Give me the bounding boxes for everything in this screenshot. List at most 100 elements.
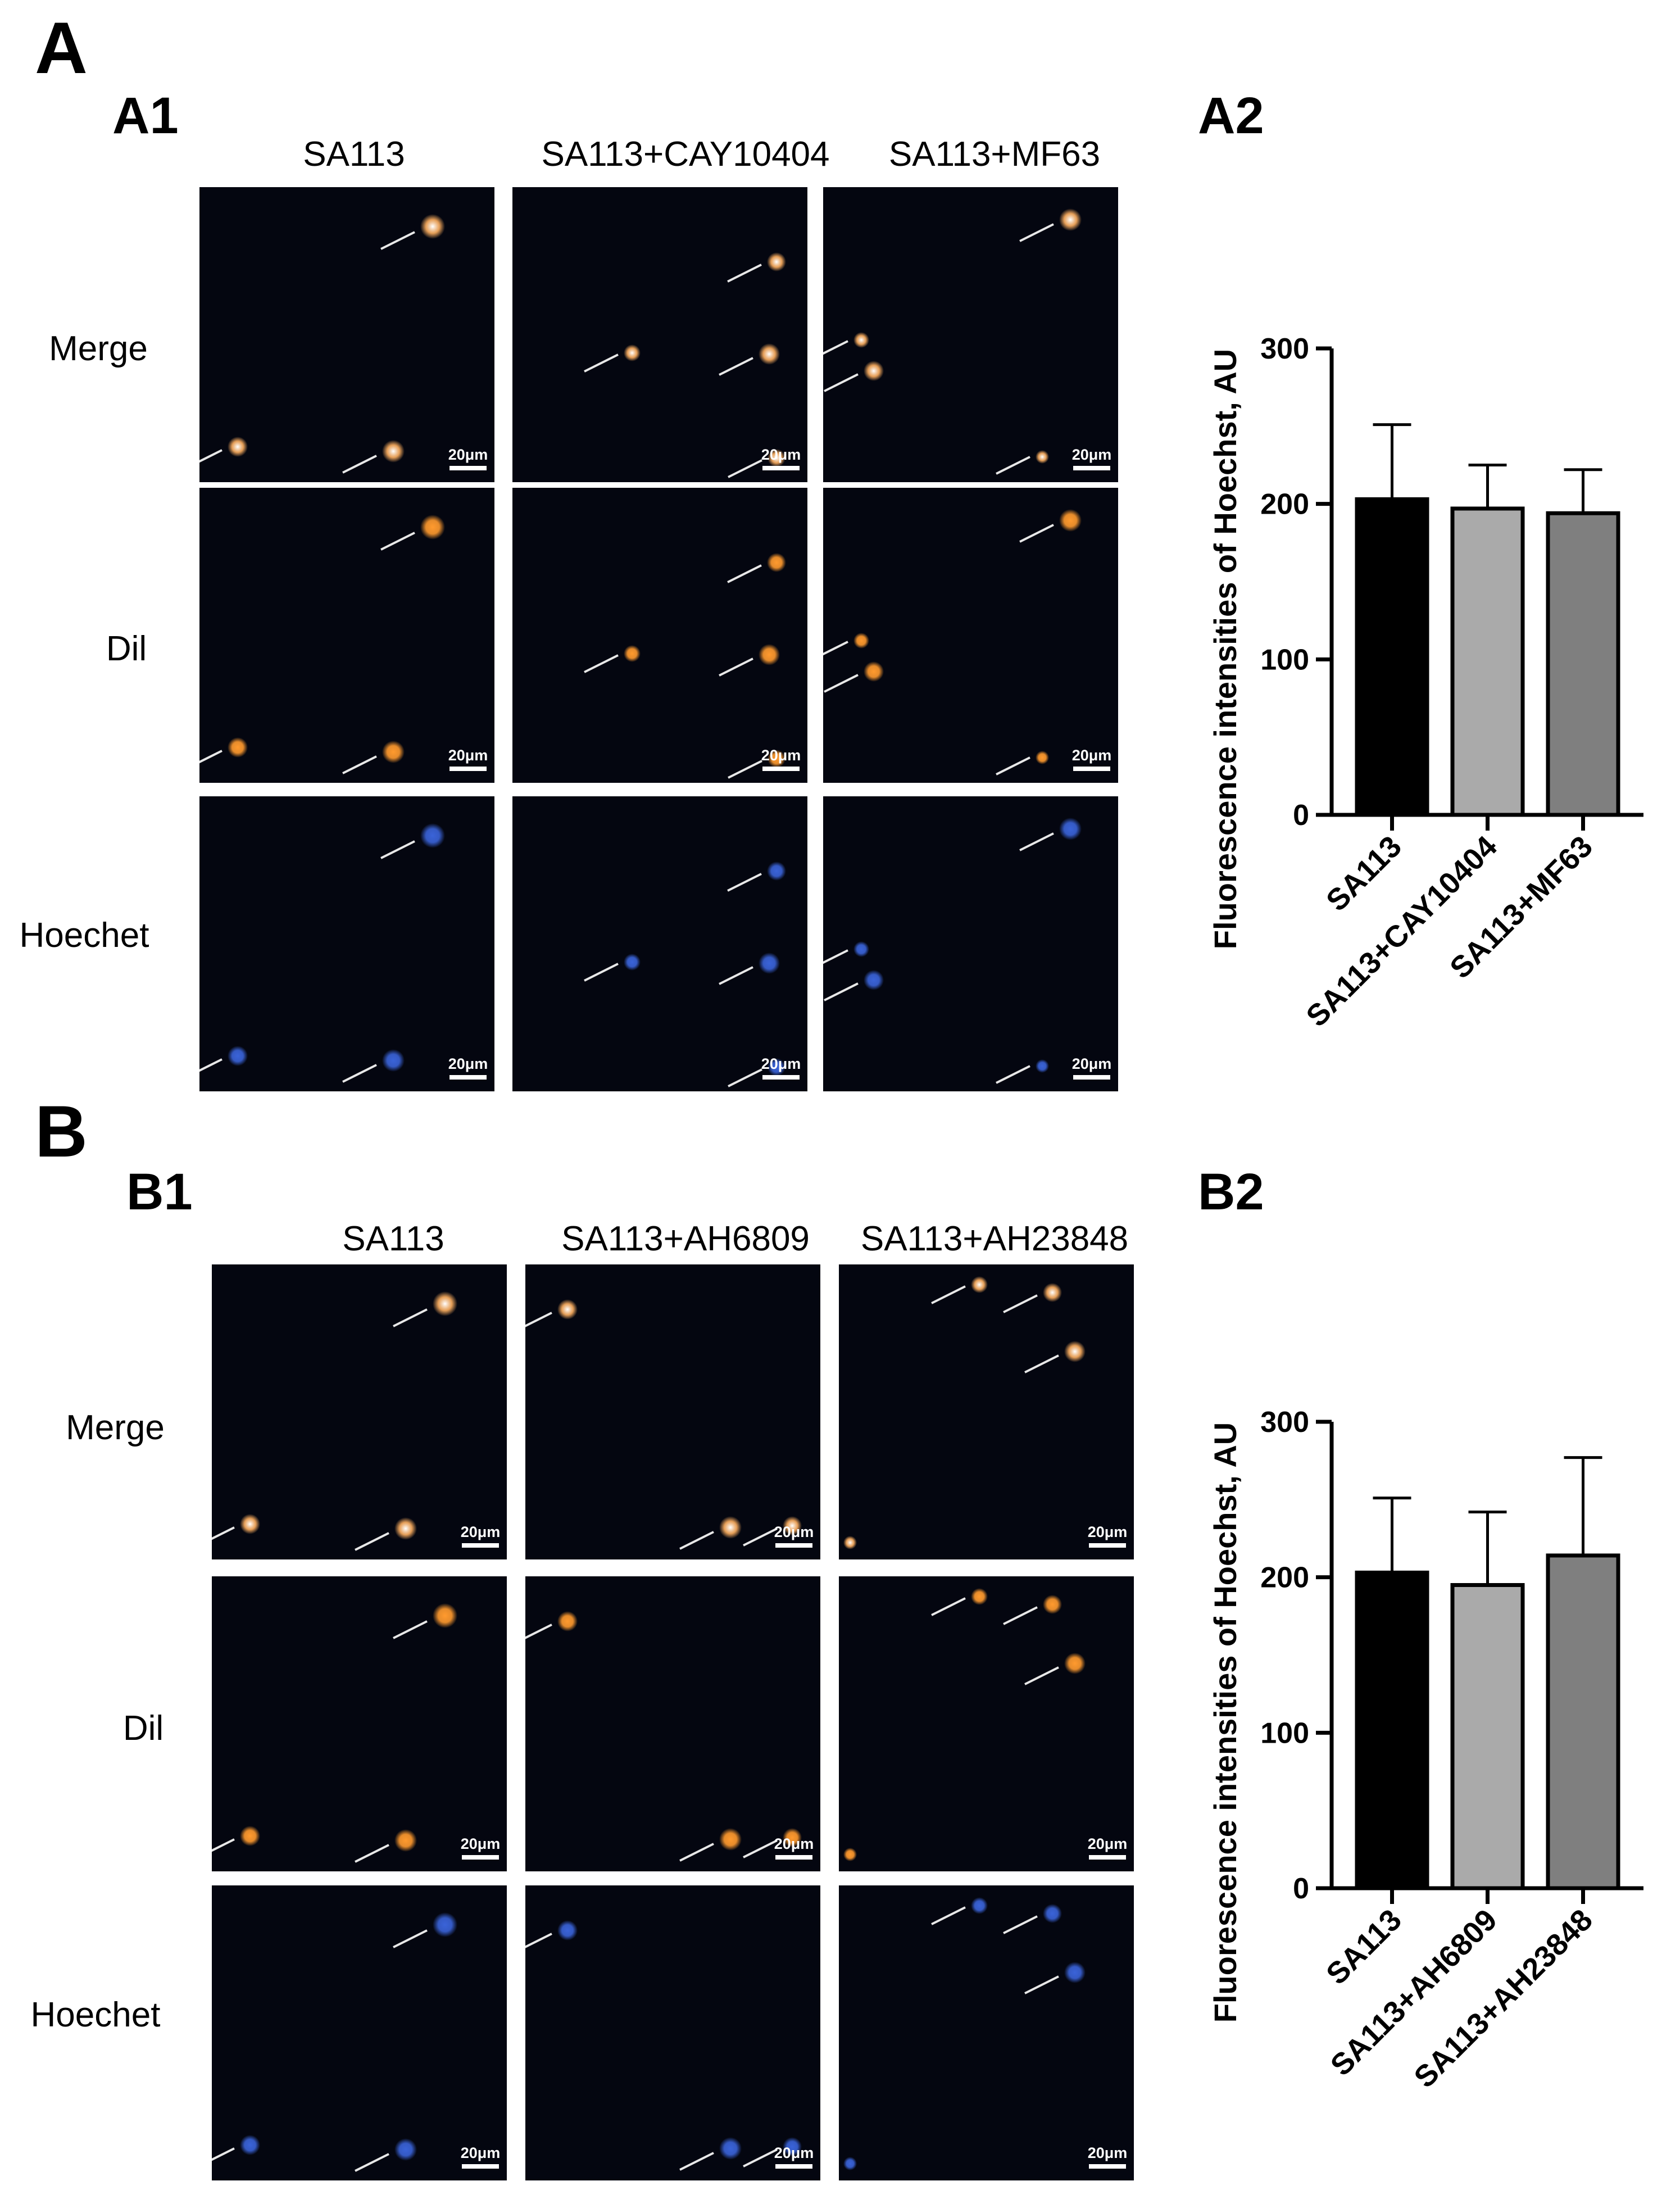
stained-cell <box>759 343 780 365</box>
scale-bar-label: 20μm <box>1088 2144 1128 2161</box>
arrow-marker <box>342 1064 377 1083</box>
stained-cell <box>420 823 445 848</box>
scale-bar-label: 20μm <box>1072 1055 1112 1072</box>
row-label-merge-b: Merge <box>66 1408 165 1447</box>
bar-chart-b2: 0 100 200 300 SA113 SA113+AH6809 SA113+AH23848… <box>1191 1264 1674 2175</box>
arrow-marker <box>931 1597 966 1616</box>
stained-cell <box>864 970 884 990</box>
arrow-marker <box>824 373 859 392</box>
bar-chart-svg: 0 100 200 300 SA113SA113+AH6809SA113+AH23848… <box>1207 1406 1643 2094</box>
stained-cell <box>240 1826 260 1846</box>
arrow-marker <box>996 456 1030 475</box>
scale-bar <box>449 767 487 771</box>
micrograph-b-hoechst-ah23848: 20μm <box>839 1885 1134 2180</box>
micrograph-svg: 20μm <box>212 1912 501 2172</box>
micrograph-svg: 20μm <box>525 1611 814 1862</box>
micrograph-svg: 20μm <box>212 1291 500 1551</box>
stained-cell <box>228 1046 248 1066</box>
micrograph-svg: 20μm <box>199 214 488 474</box>
arrow-marker <box>199 1058 223 1072</box>
scale-bar-label: 20μm <box>774 2144 814 2161</box>
scale-bar-label: 20μm <box>1072 446 1112 463</box>
arrow-marker <box>743 1527 778 1547</box>
scale-bar-label: 20μm <box>761 446 801 463</box>
stained-cell <box>864 361 884 381</box>
arrow-marker <box>355 1844 389 1863</box>
micrograph-a-hoechst-sa113: 20μm <box>199 796 494 1091</box>
scale-bar <box>762 1075 800 1080</box>
micrograph-svg: 20μm <box>843 1588 1127 1861</box>
stained-cell <box>1036 450 1049 464</box>
scale-bar <box>775 1855 812 1860</box>
arrow-marker <box>1003 1915 1038 1934</box>
x-tick-label: SA113 <box>1320 829 1408 918</box>
scale-bar-label: 20μm <box>461 1835 501 1852</box>
arrow-marker <box>727 564 762 583</box>
stained-cell <box>783 1828 802 1847</box>
row-label-dil: Dil <box>106 629 147 668</box>
arrow-marker <box>719 966 753 985</box>
x-tick-label: SA113 <box>1320 1903 1408 1991</box>
arrow-marker <box>824 982 859 1001</box>
y-tick-label: 100 <box>1260 643 1309 676</box>
scale-bar <box>449 466 487 470</box>
stained-cell <box>768 449 785 467</box>
stained-cell <box>971 1588 988 1605</box>
stained-cell <box>767 252 786 271</box>
micrograph-a-hoechst-cay10404: 20μm <box>512 796 807 1091</box>
micrograph-svg: 20μm <box>584 553 801 779</box>
stained-cell <box>382 1049 405 1072</box>
arrow-marker <box>931 1906 966 1925</box>
column-header-mf63: SA113+MF63 <box>888 135 1101 174</box>
row-label-dil-b: Dil <box>122 1709 164 1748</box>
micrograph-svg: 20μm <box>212 1603 501 1863</box>
x-tick-label: SA113+AH6809 <box>1324 1903 1504 2082</box>
arrow-marker <box>212 1526 235 1540</box>
section-letter-a: A <box>35 7 88 89</box>
stained-cell <box>719 2137 742 2160</box>
arrow-marker <box>728 760 762 779</box>
micrograph-b-hoechst-ah6809: 20μm <box>525 1885 820 2180</box>
column-header-ah6809: SA113+AH6809 <box>561 1219 810 1258</box>
arrow-marker <box>743 2148 778 2168</box>
micrograph-b-merge-sa113: 20μm <box>212 1264 507 1559</box>
micrograph-svg: 20μm <box>823 208 1112 475</box>
bar <box>1450 1583 1525 1890</box>
scale-bar-label: 20μm <box>461 2144 501 2161</box>
arrow-marker <box>727 264 762 283</box>
stained-cell <box>394 1829 417 1852</box>
micrograph-b-dil-ah23848: 20μm <box>839 1576 1134 1871</box>
stained-cell <box>853 332 869 348</box>
stained-cell <box>1043 1904 1062 1923</box>
micrograph-svg: 20μm <box>199 515 488 774</box>
y-tick-label: 300 <box>1260 1406 1309 1439</box>
arrow-marker <box>525 1624 552 1639</box>
arrow-marker <box>1003 1606 1038 1625</box>
arrow-marker <box>342 455 377 474</box>
arrow-marker <box>679 1531 714 1550</box>
scale-bar-label: 20μm <box>448 747 488 764</box>
arrow-marker <box>355 2153 389 2172</box>
micrograph-svg: 20μm <box>843 1897 1128 2170</box>
bar-chart-svg: 0100200300SA113SA113+CAY10404SA113+MF63F… <box>1207 333 1643 1033</box>
stained-cell <box>783 1516 802 1535</box>
micrograph-a-dil-sa113: 20μm <box>199 488 494 783</box>
y-axis-label: Fluorescence intensities of Hoechst, AU <box>1207 1422 1243 2023</box>
stained-cell <box>1064 1341 1086 1362</box>
stained-cell <box>1059 208 1082 231</box>
scale-bar-label: 20μm <box>774 1835 814 1852</box>
micrograph-b-dil-ah6809: 20μm <box>525 1576 820 1871</box>
stained-cell <box>1064 1962 1086 1983</box>
row-label-merge: Merge <box>49 329 148 368</box>
micrograph-svg: 20μm <box>199 823 488 1083</box>
stained-cell <box>420 214 445 239</box>
micrograph-b-merge-ah6809: 20μm <box>525 1264 820 1559</box>
scale-bar <box>762 466 800 470</box>
arrow-marker <box>342 755 377 774</box>
arrow-marker <box>679 1843 714 1862</box>
arrow-marker <box>719 357 753 376</box>
stained-cell <box>768 1058 785 1076</box>
stained-cell <box>768 750 785 768</box>
arrow-marker <box>823 340 848 355</box>
arrow-marker <box>823 641 848 656</box>
